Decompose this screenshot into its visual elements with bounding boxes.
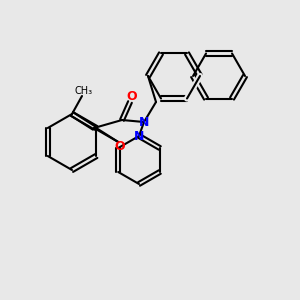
Text: N: N — [139, 116, 149, 128]
Text: O: O — [114, 140, 124, 154]
Text: CH₃: CH₃ — [75, 86, 93, 96]
Text: O: O — [127, 91, 137, 103]
Text: N: N — [134, 130, 144, 142]
